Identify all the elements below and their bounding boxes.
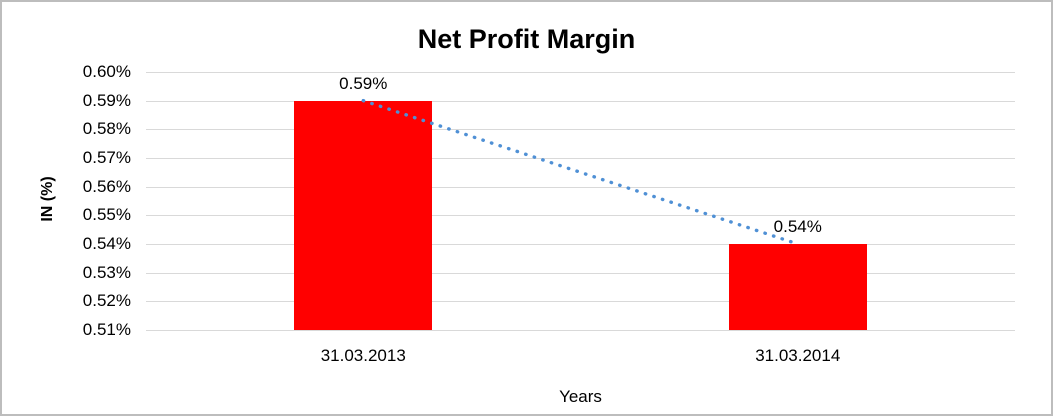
gridline (146, 158, 1015, 159)
bar-data-label: 0.59% (339, 73, 388, 93)
y-tick-label: 0.60% (82, 62, 131, 81)
gridline (146, 330, 1015, 331)
gridline (146, 72, 1015, 73)
x-tick-label: 31.03.2014 (755, 346, 841, 365)
y-tick-label: 0.58% (82, 119, 131, 139)
y-tick-label: 0.54% (82, 234, 131, 253)
bar-data-label: 0.54% (773, 217, 822, 236)
x-axis-title: Years (559, 387, 602, 406)
gridline (146, 186, 1015, 188)
gridline (146, 215, 1015, 217)
y-axis-tick-labels: 0.60% 0.59% 0.58% 0.57% 0.56% 0.55% 0.54% 0.53%… (2, 2, 139, 414)
y-tick-label: 0.59% (82, 90, 131, 110)
plot-area (146, 72, 1015, 331)
gridline (146, 100, 1015, 102)
gridline (146, 301, 1015, 303)
chart-title: Net Profit Margin (417, 24, 636, 54)
gridline (146, 244, 1015, 245)
y-tick-label: 0.51% (82, 320, 131, 339)
x-tick-label: 31.03.2013 (320, 346, 406, 365)
gridline (146, 129, 1015, 131)
y-tick-label: 0.55% (82, 205, 131, 225)
bar-31.03.2013 (294, 100, 433, 330)
bar-31.03.2014 (728, 244, 867, 330)
y-tick-label: 0.52% (82, 291, 131, 311)
y-tick-label: 0.57% (82, 148, 131, 167)
gridline (146, 272, 1015, 274)
y-tick-label: 0.56% (82, 176, 131, 196)
y-tick-label: 0.53% (82, 262, 131, 282)
